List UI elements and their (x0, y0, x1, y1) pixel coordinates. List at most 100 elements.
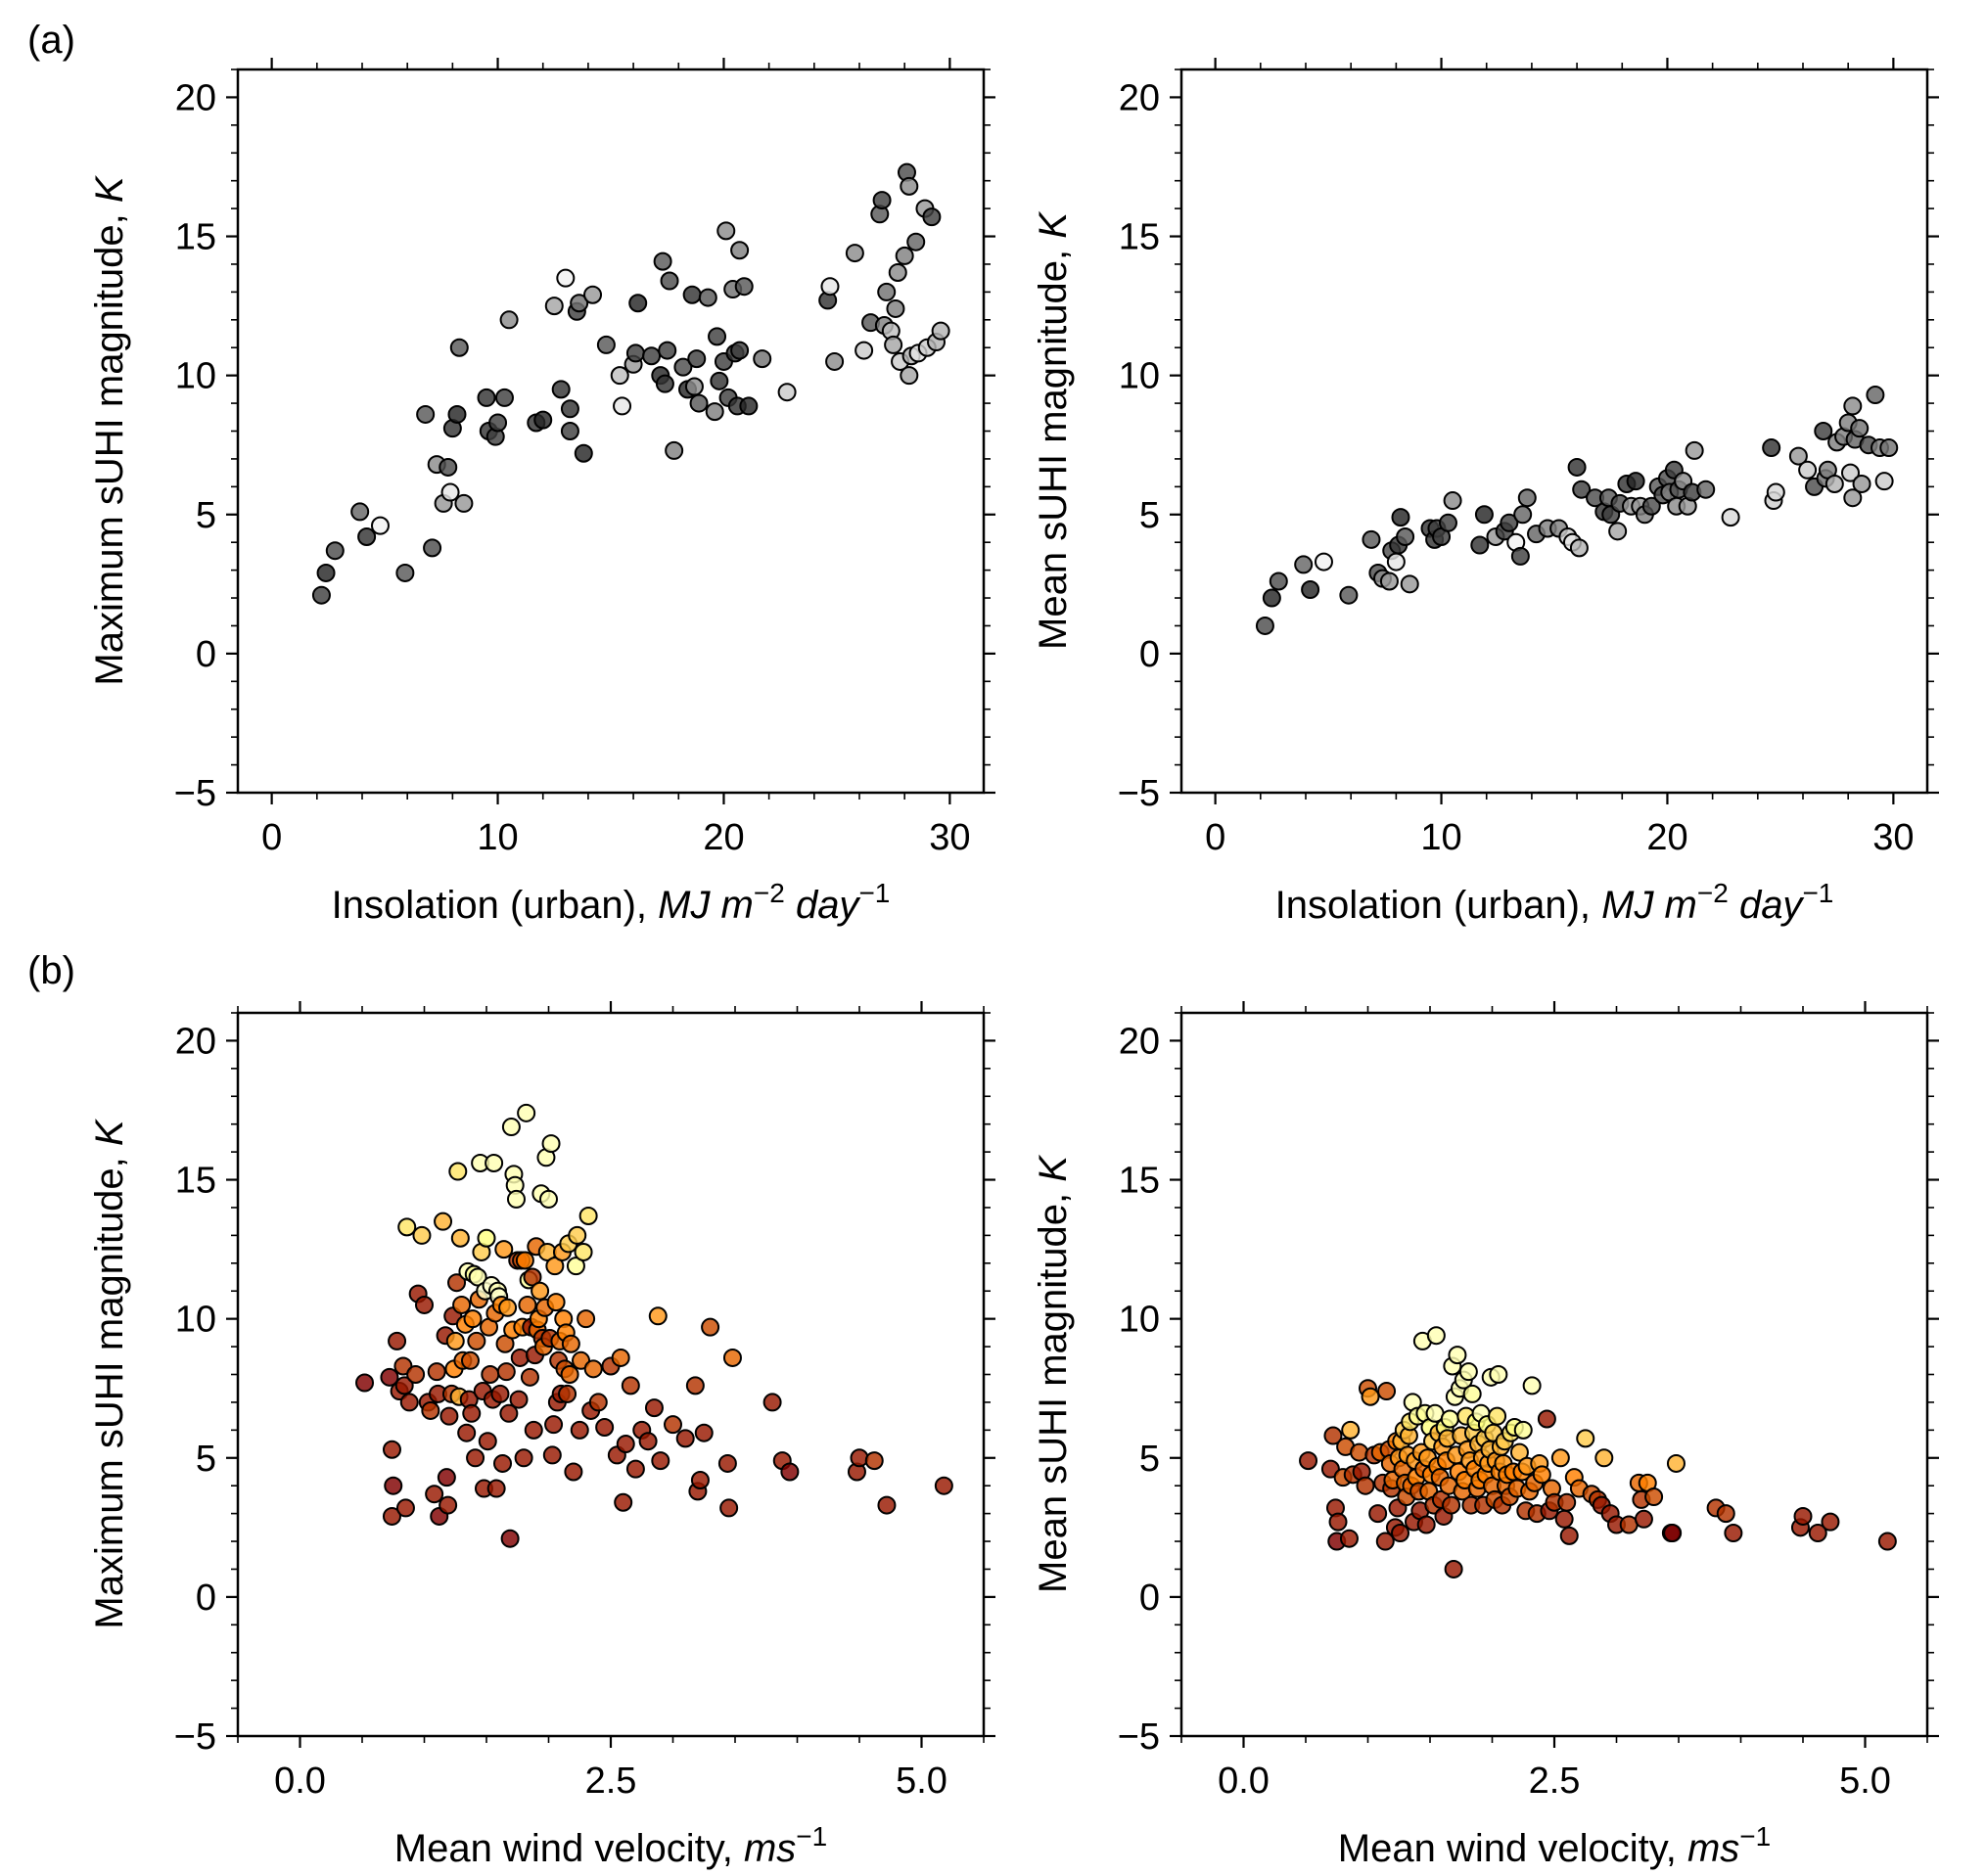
data-point (1685, 440, 1704, 460)
data-point (355, 1373, 375, 1393)
chart-a-right: 0 10 20 30 −5 0 5 10 15 20 Insolation (urban), MJ … (1032, 58, 1939, 927)
data-point (1716, 1504, 1735, 1524)
data-point (684, 377, 704, 396)
y-axis-label: Maximum sUHI magnitude, K (88, 1118, 131, 1628)
data-point (1569, 538, 1589, 558)
data-point (477, 1228, 496, 1248)
data-point (506, 1189, 526, 1209)
panel-label-b: (b) (27, 949, 75, 992)
data-point (1644, 1487, 1664, 1507)
data-point (382, 1440, 401, 1459)
data-point (1400, 574, 1419, 594)
data-point (415, 1295, 434, 1314)
data-point (439, 457, 458, 477)
data-point (560, 1365, 579, 1384)
x-tick-label: 10 (477, 817, 518, 858)
data-point (466, 1448, 485, 1468)
data-point (719, 1498, 739, 1518)
data-point (437, 1468, 456, 1487)
data-point (1323, 1426, 1343, 1445)
data-point (499, 1403, 519, 1423)
data-point (895, 246, 914, 265)
data-point (1821, 1512, 1840, 1532)
data-point (730, 341, 750, 360)
data-point (566, 1257, 585, 1276)
data-point (583, 285, 603, 304)
data-point (388, 1331, 407, 1350)
data-point (425, 1485, 444, 1504)
data-point (1517, 488, 1537, 508)
data-point (906, 232, 926, 252)
data-point (1339, 1529, 1359, 1548)
data-point (1532, 1465, 1551, 1485)
data-point (578, 1206, 598, 1225)
x-tick-label: 2.5 (585, 1761, 637, 1802)
y-tick-label: 0 (196, 1578, 216, 1619)
x-tick-label: 0 (261, 817, 282, 858)
data-point (1299, 1451, 1318, 1471)
data-point (518, 1295, 537, 1314)
data-point (1852, 475, 1871, 494)
data-point (596, 335, 616, 354)
data-point (900, 176, 919, 196)
data-point (1426, 1326, 1446, 1346)
data-point (694, 1423, 714, 1442)
y-tick-label: 5 (196, 495, 216, 536)
data-point (1663, 1524, 1683, 1543)
data-point (462, 1403, 482, 1423)
y-tick-label: 20 (1119, 77, 1160, 118)
data-point (1626, 472, 1645, 491)
data-point (558, 1384, 577, 1403)
data-point (651, 1451, 670, 1471)
data-point (1377, 1382, 1397, 1401)
data-point (498, 1298, 518, 1317)
data-point (467, 1331, 486, 1350)
x-tick-label: 20 (703, 817, 744, 858)
y-tick-label: 20 (1119, 1021, 1160, 1062)
y-tick-label: 20 (175, 1021, 216, 1062)
data-point (1448, 1346, 1467, 1365)
data-point (495, 1334, 515, 1353)
data-point (1470, 535, 1490, 555)
data-point (494, 1240, 514, 1259)
data-point (546, 1293, 566, 1312)
data-point (621, 1376, 640, 1396)
data-point (570, 1420, 589, 1440)
data-point (1269, 572, 1288, 591)
data-point (544, 1415, 564, 1435)
data-point (1840, 463, 1860, 482)
data-point (884, 335, 903, 354)
data-point (520, 1367, 539, 1387)
data-point (1443, 491, 1462, 511)
data-point (494, 388, 514, 407)
data-point (311, 585, 331, 605)
data-point (1557, 1492, 1577, 1512)
data-point (568, 1225, 587, 1245)
data-point (423, 538, 442, 558)
y-tick-label: 0 (1139, 1578, 1160, 1619)
data-point (644, 1398, 664, 1418)
data-point (468, 1267, 487, 1287)
data-point (1721, 508, 1740, 527)
data-point (454, 493, 474, 513)
data-point (1696, 480, 1716, 499)
data-point (1879, 438, 1899, 458)
data-point (370, 516, 390, 535)
data-point (449, 338, 469, 357)
data-point (1594, 1448, 1614, 1468)
data-point (325, 541, 345, 561)
data-point (478, 1432, 497, 1451)
data-point (1843, 488, 1863, 508)
data-point (595, 1418, 615, 1438)
plot-frame (236, 68, 986, 795)
data-point (448, 1162, 468, 1181)
data-point (1391, 508, 1410, 527)
x-tick-label: 30 (929, 817, 970, 858)
data-point (560, 399, 579, 419)
data-point (1798, 460, 1818, 480)
data-point (753, 349, 772, 369)
data-point (1559, 1526, 1579, 1545)
data-point (722, 1348, 742, 1367)
data-point (900, 366, 919, 386)
data-point (447, 404, 467, 424)
